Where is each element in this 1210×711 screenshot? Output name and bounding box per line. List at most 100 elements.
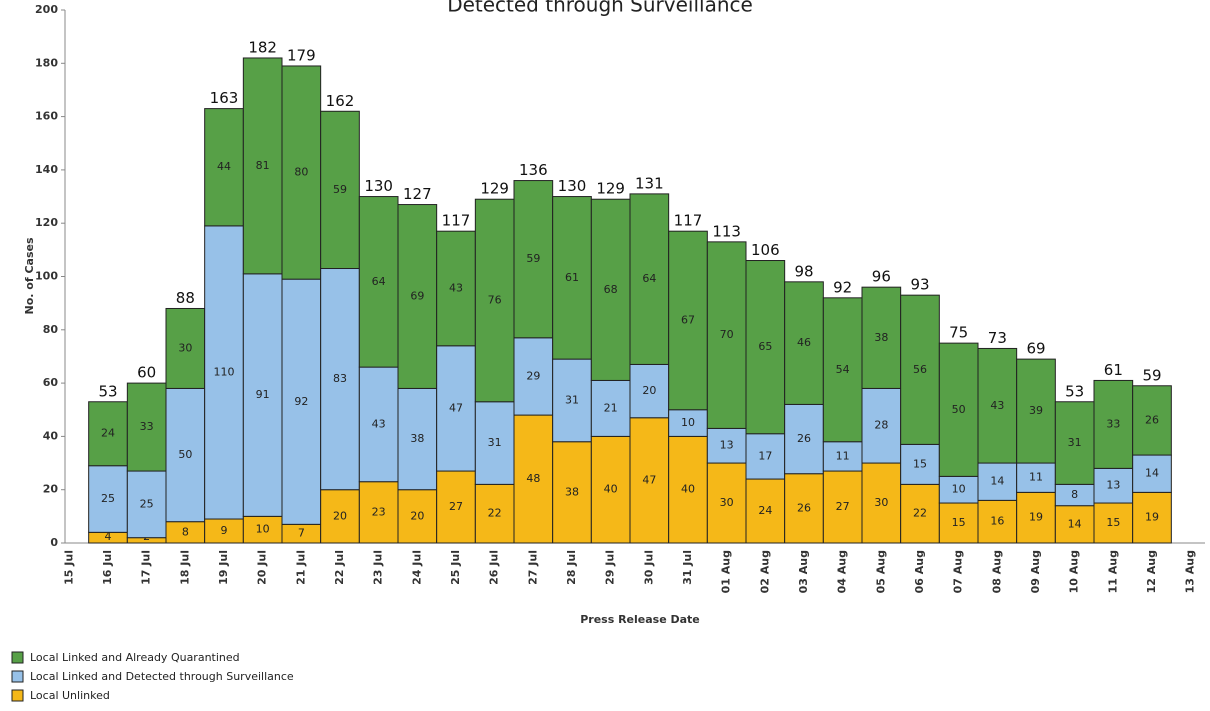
- bar-segment: [706, 462, 747, 544]
- bar-segment: [397, 387, 438, 491]
- segment-label: 69: [410, 289, 424, 302]
- segment-label: 83: [333, 372, 347, 385]
- segment-label: 30: [178, 341, 192, 354]
- bar-segment: [436, 470, 476, 544]
- segment-label: 9: [221, 524, 228, 537]
- segment-label: 38: [565, 485, 579, 498]
- x-tick-label: 15 Jul: [62, 550, 75, 585]
- total-label: 113: [712, 222, 741, 240]
- bar-segment: [668, 409, 708, 437]
- bar-segment: [861, 286, 902, 389]
- segment-label: 43: [372, 417, 386, 430]
- x-tick-label: 01 Aug: [720, 550, 733, 593]
- segment-label: 40: [681, 483, 695, 496]
- total-label: 136: [519, 161, 548, 179]
- total-label: 88: [176, 289, 195, 307]
- segment-label: 13: [1106, 479, 1120, 492]
- segment-label: 80: [294, 166, 308, 179]
- bar-segment: [590, 379, 631, 437]
- bar-segment: [126, 470, 167, 539]
- bar-segment: [165, 387, 206, 523]
- total-label: 127: [403, 185, 432, 203]
- y-tick-label: 80: [43, 323, 59, 336]
- bar-segment: [745, 260, 786, 435]
- bar-segment: [436, 345, 476, 472]
- bar-segment: [938, 502, 979, 544]
- segment-label: 24: [758, 504, 772, 517]
- bar-segment: [938, 342, 979, 477]
- segment-label: 17: [758, 449, 772, 462]
- bar-segment: [784, 473, 824, 544]
- x-tick-label: 20 Jul: [256, 550, 269, 585]
- segment-label: 92: [294, 395, 308, 408]
- total-label: 61: [1104, 361, 1123, 379]
- bar-segment: [822, 470, 863, 544]
- x-tick-label: 06 Aug: [913, 550, 926, 593]
- segment-label: 81: [256, 159, 270, 172]
- total-label: 53: [1065, 382, 1084, 400]
- bar-segment: [745, 433, 786, 480]
- bar-segment: [822, 297, 863, 443]
- x-tick-label: 13 Aug: [1184, 550, 1197, 593]
- y-tick-label: 160: [35, 110, 58, 123]
- segment-label: 38: [410, 432, 424, 445]
- x-tick-label: 11 Aug: [1106, 550, 1119, 593]
- x-tick-label: 17 Jul: [140, 550, 153, 585]
- segment-label: 14: [1145, 467, 1159, 480]
- x-tick-label: 16 Jul: [101, 550, 114, 585]
- x-tick-label: 10 Aug: [1068, 550, 1081, 593]
- segment-label: 23: [372, 505, 386, 518]
- segment-label: 67: [681, 313, 695, 326]
- x-tick-label: 29 Jul: [604, 550, 617, 585]
- segment-label: 26: [1145, 413, 1159, 426]
- bar-segment: [358, 196, 399, 368]
- segment-label: 91: [256, 388, 270, 401]
- legend-label: Local Linked and Already Quarantined: [30, 651, 240, 664]
- segment-label: 26: [797, 432, 811, 445]
- x-tick-label: 24 Jul: [410, 550, 423, 585]
- segment-label: 15: [1106, 516, 1120, 529]
- segment-label: 26: [797, 501, 811, 514]
- bar-segment: [320, 110, 360, 270]
- segment-label: 21: [604, 401, 618, 414]
- x-tick-label: 22 Jul: [333, 550, 346, 585]
- segment-label: 28: [874, 419, 888, 432]
- segment-label: 64: [372, 275, 386, 288]
- segment-label: 11: [836, 449, 850, 462]
- x-tick-label: 18 Jul: [178, 550, 191, 585]
- segment-label: 19: [1029, 511, 1043, 524]
- bar-segment: [1093, 467, 1134, 504]
- total-label: 96: [872, 268, 891, 286]
- bar-segment: [745, 478, 786, 544]
- segment-label: 47: [642, 473, 656, 486]
- legend-label: Local Unlinked: [30, 689, 110, 702]
- y-tick-label: 100: [35, 270, 58, 283]
- segment-label: 31: [565, 393, 579, 406]
- total-label: 93: [910, 276, 929, 294]
- segment-label: 30: [720, 496, 734, 509]
- segment-label: 40: [604, 483, 618, 496]
- total-label: 92: [833, 278, 852, 296]
- total-label: 162: [326, 92, 355, 110]
- segment-label: 20: [333, 509, 347, 522]
- segment-label: 11: [1029, 471, 1043, 484]
- segment-label: 44: [217, 160, 231, 173]
- segment-label: 15: [952, 516, 966, 529]
- legend-swatch: [11, 651, 24, 664]
- bar-segment: [281, 65, 322, 280]
- segment-label: 25: [140, 497, 154, 510]
- x-tick-label: 23 Jul: [372, 550, 385, 585]
- total-label: 60: [137, 364, 156, 382]
- total-label: 59: [1142, 366, 1161, 384]
- segment-label: 76: [488, 293, 502, 306]
- segment-label: 25: [101, 492, 115, 505]
- x-tick-label: 26 Jul: [488, 550, 501, 585]
- bar-segment: [474, 483, 515, 544]
- total-label: 130: [364, 177, 393, 195]
- x-tick-label: 27 Jul: [526, 550, 539, 585]
- bar-segment: [706, 427, 747, 464]
- bar-segment: [590, 435, 631, 544]
- bar-segment: [204, 225, 244, 520]
- total-label: 117: [674, 212, 703, 230]
